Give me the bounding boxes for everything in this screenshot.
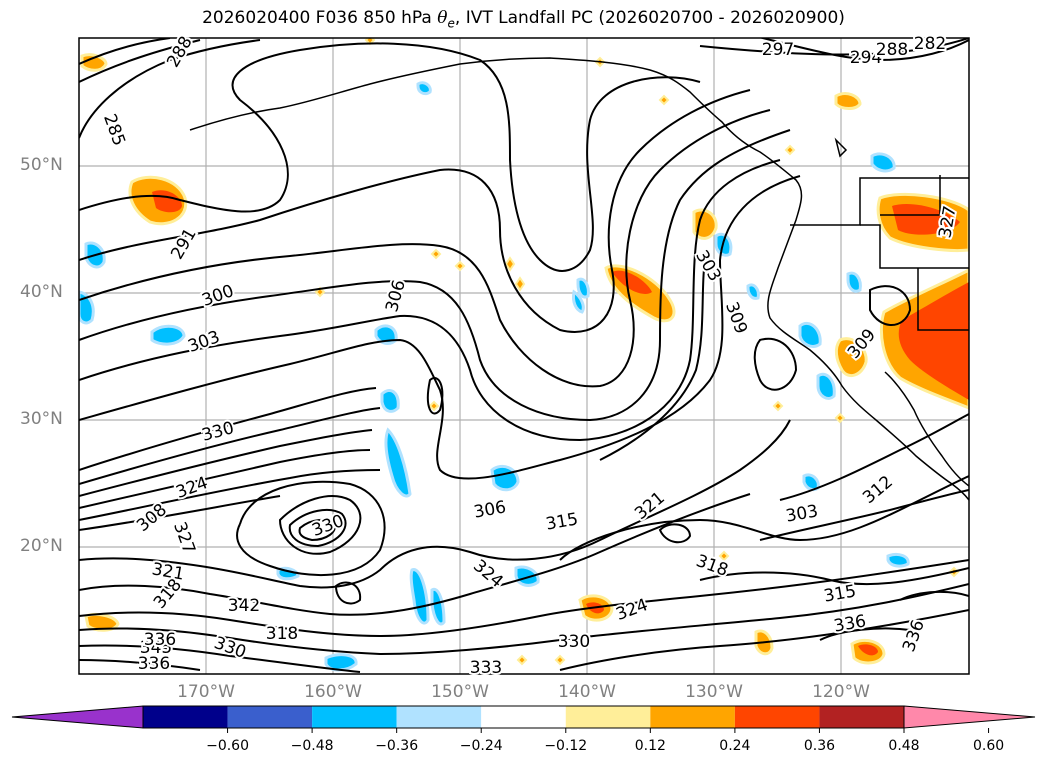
latitude-label: 20°N [20, 536, 63, 556]
colorbar-segment [650, 706, 735, 728]
latitude-label: 50°N [20, 155, 63, 175]
colorbar-tick-label: −0.36 [375, 738, 419, 754]
colorbar-tick-label: 0.36 [803, 738, 836, 754]
contour-label: 297 [762, 40, 794, 60]
colorbar-segment [481, 706, 566, 728]
longitude-label: 160°W [304, 682, 362, 702]
positive-anomaly [80, 53, 108, 72]
longitude-label: 140°W [558, 682, 616, 702]
colorbar [11, 705, 1036, 733]
contour-label: 345 [140, 638, 172, 658]
colorbar-tick-label: 0.60 [972, 738, 1005, 754]
longitude-label: 170°W [177, 682, 235, 702]
contour-label: 282 [914, 34, 946, 54]
latitude-label: 30°N [20, 409, 63, 429]
contour-label: 294 [850, 48, 882, 68]
contour-label: 330 [558, 632, 590, 652]
positive-anomaly-core [898, 282, 969, 400]
colorbar-tick-label: −0.60 [206, 738, 249, 754]
coastlines [189, 57, 969, 501]
colorbar-tick-label: 0.48 [888, 738, 920, 754]
contour-label: 333 [470, 658, 502, 678]
positive-anomaly-core [892, 203, 960, 235]
chart-title: 2026020400 F036 850 hPa θe, IVT Landfall… [202, 8, 845, 31]
contour-label: 336 [138, 654, 170, 674]
longitude-label: 150°W [431, 682, 489, 702]
contour-label: 336 [144, 630, 176, 650]
colorbar-extend-high [903, 705, 1036, 729]
colorbar-tick-label: 0.12 [634, 738, 666, 754]
pc-shading [79, 38, 969, 672]
colorbar-segment [396, 706, 482, 728]
positive-anomaly [834, 337, 868, 378]
contour-label: 318 [266, 624, 298, 644]
colorbar-segment [734, 706, 820, 728]
colorbar-segment [143, 706, 228, 728]
positive-anomaly-core [612, 270, 652, 294]
colorbar-segment [565, 706, 651, 728]
colorbar-tick-label: 0.24 [719, 738, 751, 754]
colorbar-segment [312, 706, 397, 728]
contour-label: 288 [876, 40, 908, 60]
colorbar-tick-label: −0.24 [459, 738, 503, 754]
positive-anomaly-core [858, 644, 878, 656]
colorbar-tick-label: −0.12 [544, 738, 588, 754]
colorbar-segment [819, 706, 904, 728]
colorbar-extend-low [11, 705, 144, 729]
longitude-label: 120°W [812, 682, 870, 702]
colorbar-frame [142, 705, 905, 729]
colorbar-tick-label: −0.48 [290, 738, 334, 754]
map-frame [78, 37, 970, 675]
latitude-label: 40°N [20, 282, 63, 302]
theta-e-contours [79, 38, 969, 673]
colorbar-segment [227, 706, 313, 728]
positive-anomaly [834, 92, 862, 110]
contour-label: 342 [228, 596, 260, 616]
longitude-label: 130°W [685, 682, 743, 702]
